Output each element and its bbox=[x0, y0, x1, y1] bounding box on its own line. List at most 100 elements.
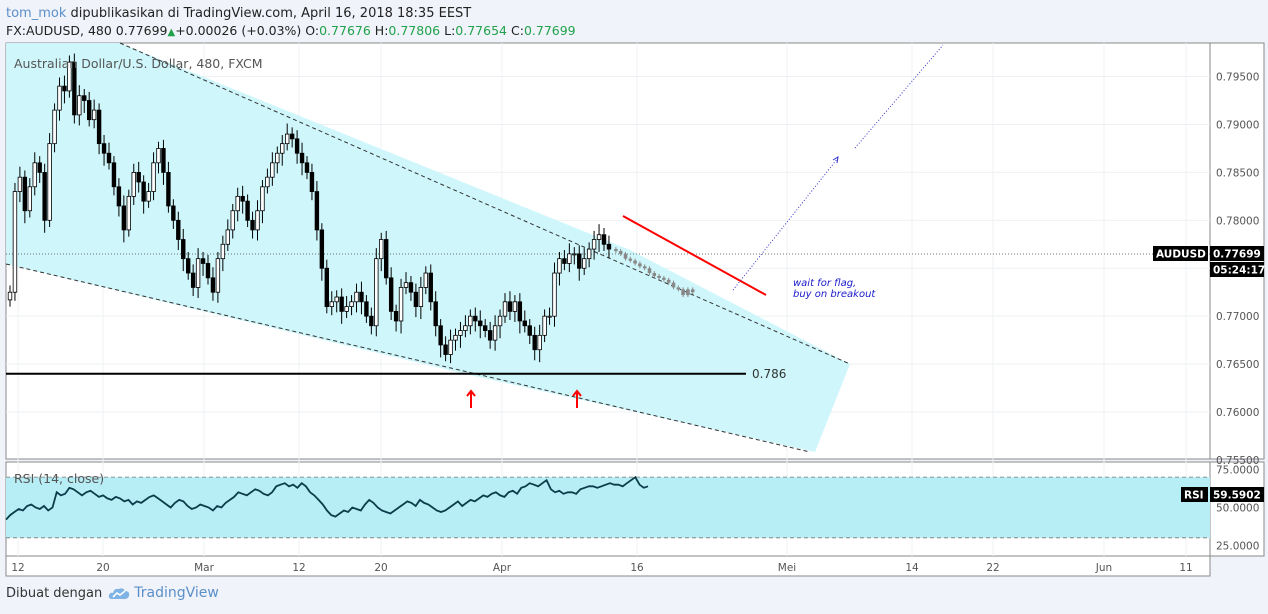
time-tick-label: 22 bbox=[986, 562, 999, 574]
projected-body bbox=[614, 249, 618, 252]
candle-body bbox=[502, 301, 508, 317]
candle-body bbox=[572, 253, 577, 256]
projection-line-1 bbox=[732, 157, 839, 291]
time-tick-label: Jun bbox=[1095, 562, 1112, 574]
candle-body bbox=[453, 334, 458, 341]
candle-body bbox=[280, 143, 285, 154]
candle-body bbox=[22, 176, 28, 212]
candle-body bbox=[87, 100, 92, 121]
candle-body bbox=[418, 287, 424, 307]
candle-body bbox=[96, 109, 102, 145]
candle-body bbox=[448, 339, 453, 355]
published-text: dipublikasikan di TradingView.com, April… bbox=[70, 6, 472, 21]
candle-body bbox=[552, 272, 557, 317]
candle-body bbox=[67, 61, 72, 92]
candle-body bbox=[190, 272, 196, 288]
time-tick-label: 20 bbox=[96, 562, 109, 574]
projected-body bbox=[618, 251, 623, 254]
price-tick-label: 0.79000 bbox=[1216, 119, 1259, 131]
candle-body bbox=[398, 287, 404, 322]
time-ticks: 12 20 Mar 12 20 Apr 16 Mei 14 22 Jun 11 bbox=[11, 562, 1192, 574]
candle-body bbox=[542, 315, 547, 336]
candle-body bbox=[136, 172, 141, 183]
candle-body bbox=[408, 282, 414, 293]
candle-body bbox=[319, 229, 325, 269]
candle-body bbox=[17, 176, 23, 192]
time-tick-label: 11 bbox=[1179, 562, 1192, 574]
candle-body bbox=[433, 301, 438, 327]
candle-body bbox=[210, 277, 216, 293]
time-tick-label: 12 bbox=[11, 562, 24, 574]
symbol-tag bbox=[1153, 246, 1208, 261]
tradingview-brand[interactable]: TradingView bbox=[108, 585, 219, 601]
candle-body bbox=[284, 133, 290, 145]
candle-body bbox=[200, 258, 206, 264]
candle-body bbox=[438, 325, 443, 346]
rsi-tick-label: 75.0000 bbox=[1216, 465, 1259, 477]
rsi-band bbox=[6, 477, 1210, 538]
rsi-value-tag bbox=[1210, 487, 1264, 502]
time-tick-label: 20 bbox=[374, 562, 387, 574]
drawings bbox=[6, 44, 944, 408]
candle-body bbox=[146, 191, 151, 202]
candle-body bbox=[195, 258, 201, 288]
candle-body bbox=[47, 143, 52, 221]
author-link[interactable]: tom_mok bbox=[6, 6, 67, 21]
low-value: 0.77654 bbox=[455, 23, 507, 38]
candle-body bbox=[225, 229, 230, 245]
countdown-tag bbox=[1210, 262, 1264, 277]
ohlc-line: FX:AUDUSD, 480 0.77699▲+0.00026 (+0.03%)… bbox=[6, 22, 576, 41]
projected-body bbox=[638, 263, 642, 267]
candle-body bbox=[591, 239, 597, 250]
candle-body bbox=[463, 325, 468, 331]
candle-body bbox=[111, 162, 117, 188]
candle-body bbox=[240, 195, 245, 202]
footer: Dibuat dengan TradingView bbox=[6, 585, 219, 601]
candle-body bbox=[7, 291, 13, 301]
candle-body bbox=[166, 172, 171, 207]
candle-body bbox=[517, 301, 523, 322]
candle-body bbox=[423, 272, 428, 288]
candle-body bbox=[596, 234, 602, 240]
candle-body bbox=[255, 210, 260, 231]
candle-body bbox=[270, 162, 275, 178]
annotation-line-2: buy on breakout bbox=[793, 289, 876, 300]
candle-body bbox=[215, 258, 221, 293]
price-tick-label: 0.76000 bbox=[1216, 407, 1259, 419]
candle-body bbox=[562, 258, 567, 264]
candle-body bbox=[586, 248, 592, 260]
lower-trendline bbox=[5, 263, 811, 453]
time-axis[interactable] bbox=[5, 555, 1211, 577]
projected-flag-candles bbox=[614, 247, 695, 298]
candle-body bbox=[42, 172, 47, 221]
projected-body bbox=[676, 287, 681, 290]
candle-body bbox=[289, 133, 295, 140]
rsi-axis[interactable] bbox=[1209, 461, 1265, 557]
up-arrow-icon bbox=[466, 389, 476, 397]
price-ticks: 0.795000.790000.785000.780000.775000.770… bbox=[1216, 72, 1259, 467]
symbol-tag-text: AUDUSD bbox=[1156, 249, 1206, 261]
candle-body bbox=[185, 258, 191, 274]
price-tick-label: 0.76500 bbox=[1216, 359, 1259, 371]
candle-body bbox=[37, 162, 42, 173]
time-tick-label: Apr bbox=[493, 562, 512, 574]
candle-body bbox=[458, 330, 463, 336]
candle-body bbox=[374, 258, 379, 327]
candle-body bbox=[567, 253, 572, 264]
made-with-text: Dibuat dengan bbox=[6, 585, 103, 601]
candle-body bbox=[176, 219, 181, 240]
candle-body bbox=[275, 152, 280, 164]
candle-body bbox=[344, 306, 349, 312]
chart-header: tom_mok dipublikasikan di TradingView.co… bbox=[6, 5, 576, 41]
time-tick-label: 12 bbox=[292, 562, 305, 574]
candle-body bbox=[181, 239, 186, 260]
candle-body bbox=[468, 315, 473, 327]
high-label: H: bbox=[374, 23, 389, 38]
candle-body bbox=[522, 320, 527, 327]
candle-body bbox=[547, 315, 552, 318]
candle-body bbox=[156, 148, 161, 164]
open-label: O: bbox=[305, 23, 320, 38]
candle-body bbox=[601, 234, 607, 245]
rsi-name-tag bbox=[1181, 487, 1208, 502]
